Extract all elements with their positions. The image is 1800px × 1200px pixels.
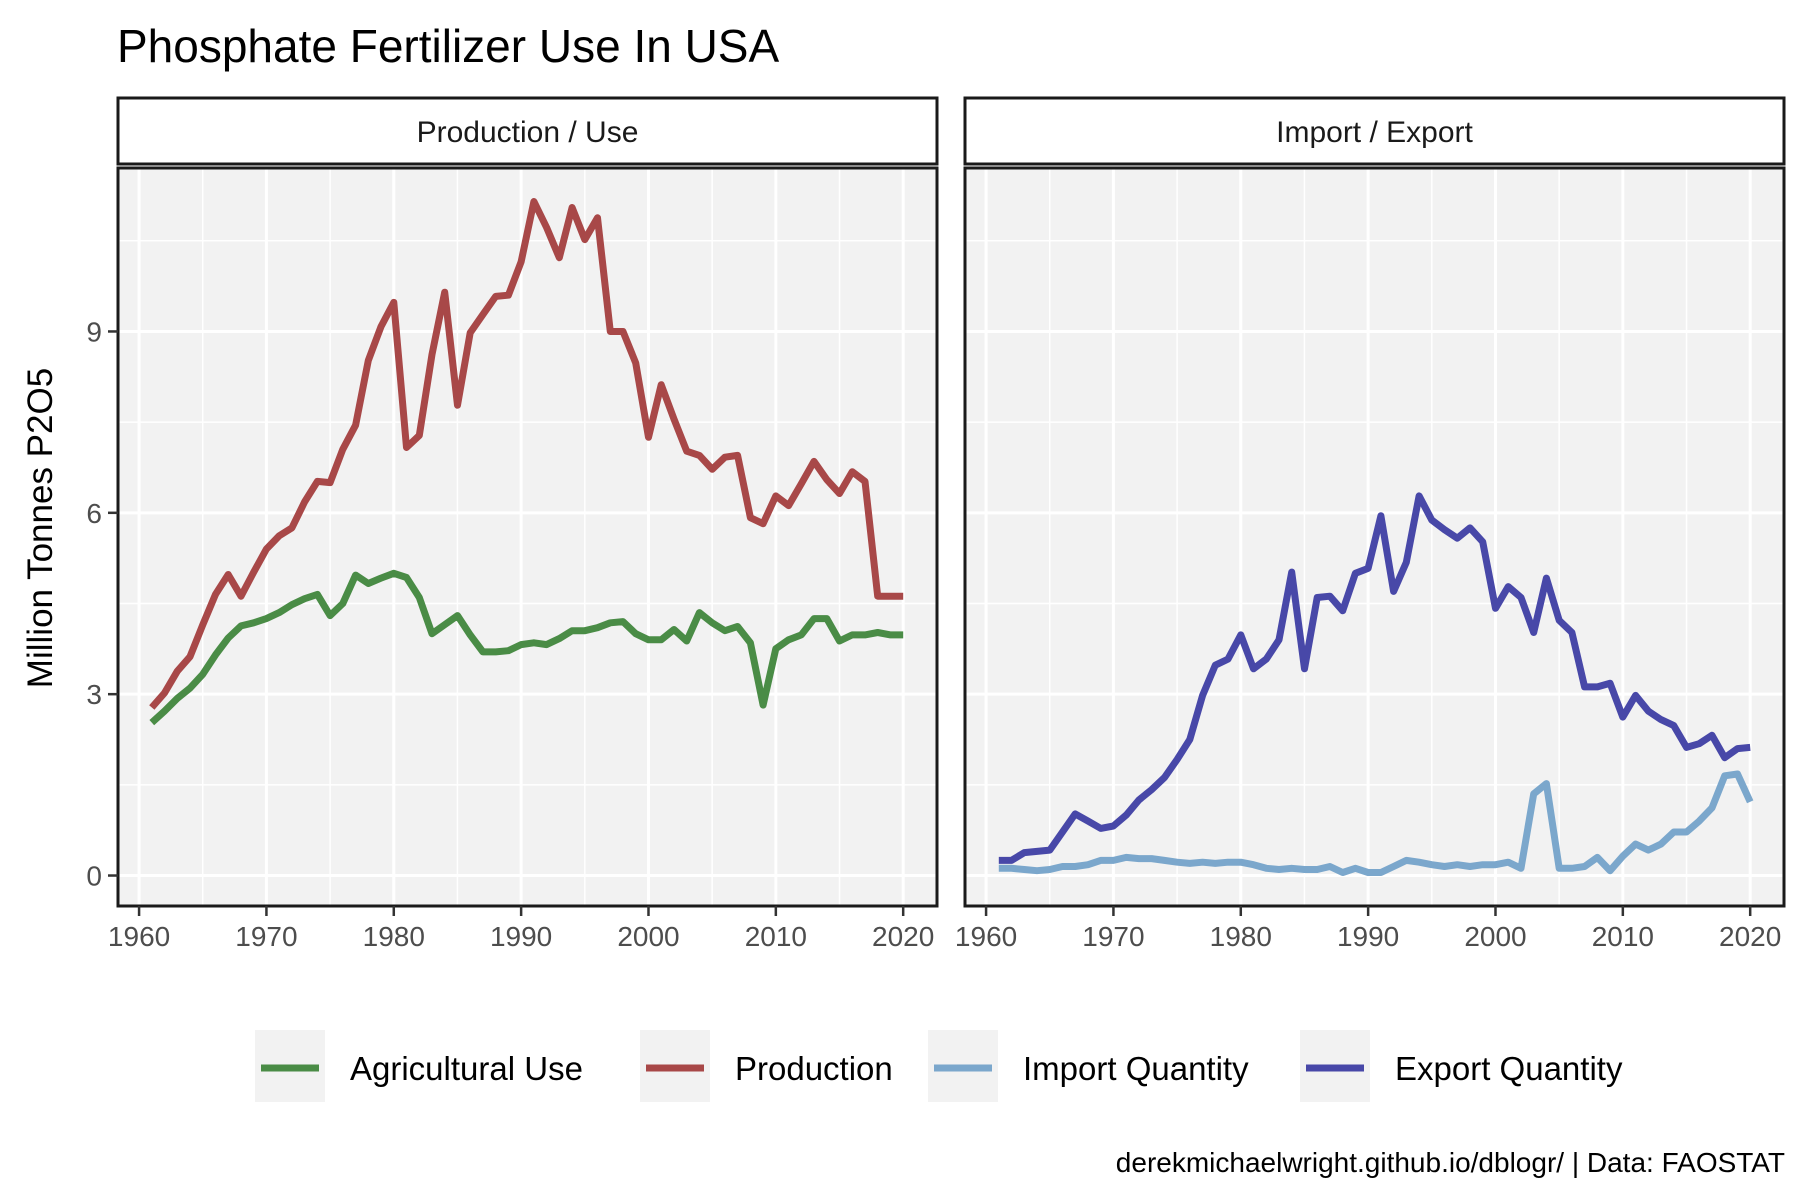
legend-label: Import Quantity	[1023, 1050, 1249, 1087]
facet-panels: Production / Use 1960 1970 1980 1990 2000 2010…	[86, 96, 1786, 952]
legend-item-agricultural-use: Agricultural Use	[255, 1030, 583, 1102]
panel-background	[118, 168, 937, 906]
y-tick-label: 9	[86, 316, 102, 347]
legend-label: Agricultural Use	[350, 1050, 583, 1087]
series-line-export-quantity	[998, 492, 1751, 864]
x-tick-label: 2000	[617, 921, 679, 952]
x-tick-label: 1970	[235, 921, 297, 952]
x-tick-label: 1990	[1337, 921, 1399, 952]
y-tick-label: 3	[86, 679, 102, 710]
x-tick-label: 1990	[490, 921, 552, 952]
x-tick-label: 1980	[1210, 921, 1272, 952]
legend-item-export-quantity: Export Quantity	[1300, 1030, 1623, 1102]
legend-label: Production	[735, 1050, 893, 1087]
x-tick-label: 1960	[955, 921, 1017, 952]
panel-border	[963, 166, 1786, 908]
series-line-agricultural-use	[149, 569, 904, 726]
legend-item-production: Production	[640, 1030, 893, 1102]
legend-item-import-quantity: Import Quantity	[928, 1030, 1249, 1102]
chart-title: Phosphate Fertilizer Use In USA	[117, 20, 779, 72]
facet-strip	[116, 96, 939, 166]
panel-1: Production / Use 1960 1970 1980 1990 2000 2010…	[86, 96, 939, 952]
x-tick-label: 2010	[1592, 921, 1654, 952]
facet-strip-label: Import / Export	[1276, 116, 1473, 149]
facet-strip	[963, 96, 1786, 166]
panel-2: Import / Export 1960 1970 1980 1990 2000 2010 2…	[955, 96, 1786, 952]
x-tick-label: 2020	[1719, 921, 1781, 952]
series-line-import-quantity	[998, 770, 1754, 876]
x-tick-label: 1970	[1082, 921, 1144, 952]
facet-strip-label: Production / Use	[417, 116, 639, 149]
y-tick-label: 6	[86, 498, 102, 529]
legend-label: Export Quantity	[1395, 1050, 1623, 1087]
x-tick-label: 2010	[745, 921, 807, 952]
series-line-production	[149, 198, 904, 710]
x-tick-label: 2020	[872, 921, 934, 952]
y-tick-label: 0	[86, 861, 102, 892]
x-tick-label: 1960	[108, 921, 170, 952]
y-axis-title: Million Tonnes P2O5	[21, 368, 60, 688]
caption: derekmichaelwright.github.io/dblogr/ | D…	[1116, 1147, 1785, 1178]
x-tick-label: 1980	[363, 921, 425, 952]
x-tick-label: 2000	[1464, 921, 1526, 952]
legend: Agricultural Use Production Import Quantit…	[255, 1030, 1623, 1102]
panel-border	[116, 166, 939, 908]
